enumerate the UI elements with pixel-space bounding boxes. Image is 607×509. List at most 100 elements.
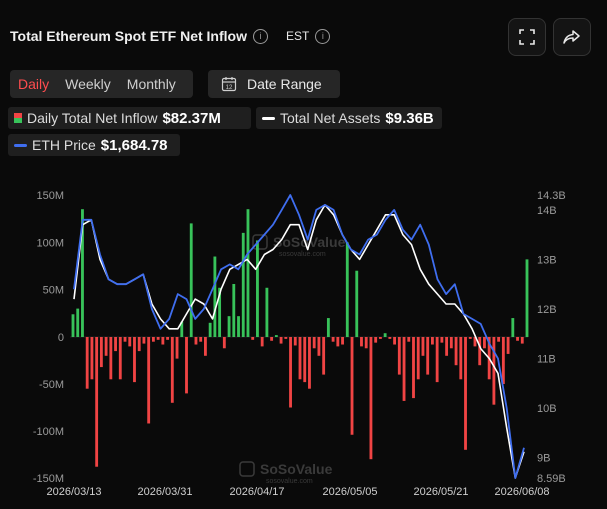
inflow-bar[interactable] [336, 337, 340, 347]
eth-price-line[interactable] [73, 194, 525, 479]
inflow-bar[interactable] [520, 337, 524, 344]
inflow-bar[interactable] [468, 337, 472, 339]
inflow-bar[interactable] [199, 337, 203, 342]
inflow-bar[interactable] [374, 337, 378, 343]
inflow-bar[interactable] [402, 337, 406, 401]
inflow-bar[interactable] [274, 335, 278, 337]
inflow-bar[interactable] [185, 337, 188, 394]
inflow-bar[interactable] [388, 337, 392, 339]
inflow-bar[interactable] [350, 337, 354, 435]
inflow-bar[interactable] [483, 337, 486, 349]
inflow-bar[interactable] [454, 337, 458, 366]
inflow-bar[interactable] [227, 316, 231, 337]
inflow-bar[interactable] [133, 337, 136, 383]
inflow-bar[interactable] [478, 337, 482, 366]
inflow-bar[interactable] [383, 333, 387, 337]
inflow-bar[interactable] [298, 337, 302, 380]
inflow-bar[interactable] [237, 316, 240, 337]
inflow-bar[interactable] [506, 337, 510, 354]
inflow-bar[interactable] [525, 259, 529, 337]
inflow-bar[interactable] [208, 322, 212, 337]
inflow-bar[interactable] [416, 337, 420, 380]
inflow-bar[interactable] [345, 242, 349, 337]
inflow-bar[interactable] [355, 270, 359, 337]
inflow-bar[interactable] [232, 283, 236, 337]
inflow-bar[interactable] [90, 337, 94, 380]
inflow-bar[interactable] [265, 287, 269, 337]
inflow-bar[interactable] [114, 337, 117, 352]
inflow-bar[interactable] [492, 337, 496, 405]
date-range-button[interactable]: 12 Date Range [208, 70, 340, 98]
inflow-bar[interactable] [501, 337, 505, 384]
inflow-bar[interactable] [204, 337, 207, 356]
inflow-bar[interactable] [251, 337, 255, 340]
inflow-bar[interactable] [364, 337, 368, 349]
inflow-bar[interactable] [317, 337, 321, 356]
inflow-bar[interactable] [256, 240, 259, 337]
share-button[interactable] [553, 18, 591, 56]
inflow-bar[interactable] [284, 337, 288, 339]
inflow-bar[interactable] [151, 337, 155, 342]
inflow-bar[interactable] [331, 337, 335, 342]
inflow-bar[interactable] [246, 209, 250, 337]
inflow-bar[interactable] [142, 337, 146, 344]
inflow-bar[interactable] [194, 337, 198, 345]
inflow-bar[interactable] [449, 337, 453, 349]
inflow-bar[interactable] [421, 337, 425, 356]
inflow-bar[interactable] [322, 337, 326, 375]
timezone-info-icon[interactable]: i [315, 28, 331, 44]
inflow-bar[interactable] [241, 232, 245, 337]
inflow-bar[interactable] [175, 337, 179, 359]
inflow-bar[interactable] [85, 337, 89, 389]
inflow-bar[interactable] [147, 337, 151, 424]
inflow-bar[interactable] [213, 256, 217, 337]
inflow-bar[interactable] [412, 337, 415, 399]
inflow-bar[interactable] [137, 337, 141, 352]
tab-monthly[interactable]: Monthly [126, 76, 176, 92]
inflow-bar[interactable] [341, 337, 344, 345]
inflow-bar[interactable] [360, 337, 363, 347]
inflow-bar[interactable] [397, 337, 401, 375]
inflow-bar[interactable] [445, 337, 449, 356]
inflow-bar[interactable] [189, 223, 193, 337]
inflow-bar[interactable] [218, 287, 222, 337]
inflow-bar[interactable] [293, 337, 297, 346]
inflow-bar[interactable] [431, 337, 434, 345]
inflow-bar[interactable] [81, 209, 84, 337]
inflow-bar[interactable] [95, 337, 99, 467]
inflow-bar[interactable] [308, 337, 311, 389]
inflow-bar[interactable] [369, 337, 373, 460]
inflow-bar[interactable] [459, 337, 463, 380]
inflow-bar[interactable] [289, 337, 292, 408]
inflow-bar[interactable] [473, 337, 477, 347]
fullscreen-button[interactable] [508, 18, 546, 56]
inflow-bar[interactable] [464, 337, 467, 450]
inflow-bar[interactable] [166, 337, 169, 340]
inflow-bar[interactable] [180, 321, 184, 337]
inflow-bar[interactable] [123, 337, 127, 342]
inflow-bar[interactable] [511, 318, 515, 337]
inflow-bar[interactable] [161, 337, 165, 345]
inflow-bar[interactable] [516, 337, 519, 341]
inflow-bar[interactable] [303, 337, 307, 383]
inflow-bar[interactable] [170, 337, 174, 403]
inflow-bar[interactable] [270, 337, 274, 341]
inflow-bar[interactable] [378, 337, 382, 339]
inflow-bar[interactable] [104, 337, 108, 356]
inflow-bar[interactable] [71, 314, 75, 337]
tab-daily[interactable]: Daily [18, 76, 50, 92]
inflow-bar[interactable] [76, 308, 80, 337]
inflow-bar[interactable] [393, 337, 396, 345]
tab-weekly[interactable]: Weekly [65, 76, 111, 92]
legend-assets[interactable]: Total Net Assets $9.36B [256, 107, 442, 129]
inflow-bar[interactable] [156, 337, 160, 340]
inflow-bar[interactable] [260, 337, 264, 347]
inflow-bar[interactable] [109, 337, 113, 380]
legend-price[interactable]: ETH Price $1,684.78 [8, 134, 180, 156]
inflow-bar[interactable] [435, 337, 439, 383]
inflow-bar[interactable] [222, 337, 226, 349]
inflow-bar[interactable] [312, 337, 316, 349]
legend-inflow[interactable]: Daily Total Net Inflow $82.37M [8, 107, 251, 129]
inflow-bar[interactable] [99, 337, 103, 368]
